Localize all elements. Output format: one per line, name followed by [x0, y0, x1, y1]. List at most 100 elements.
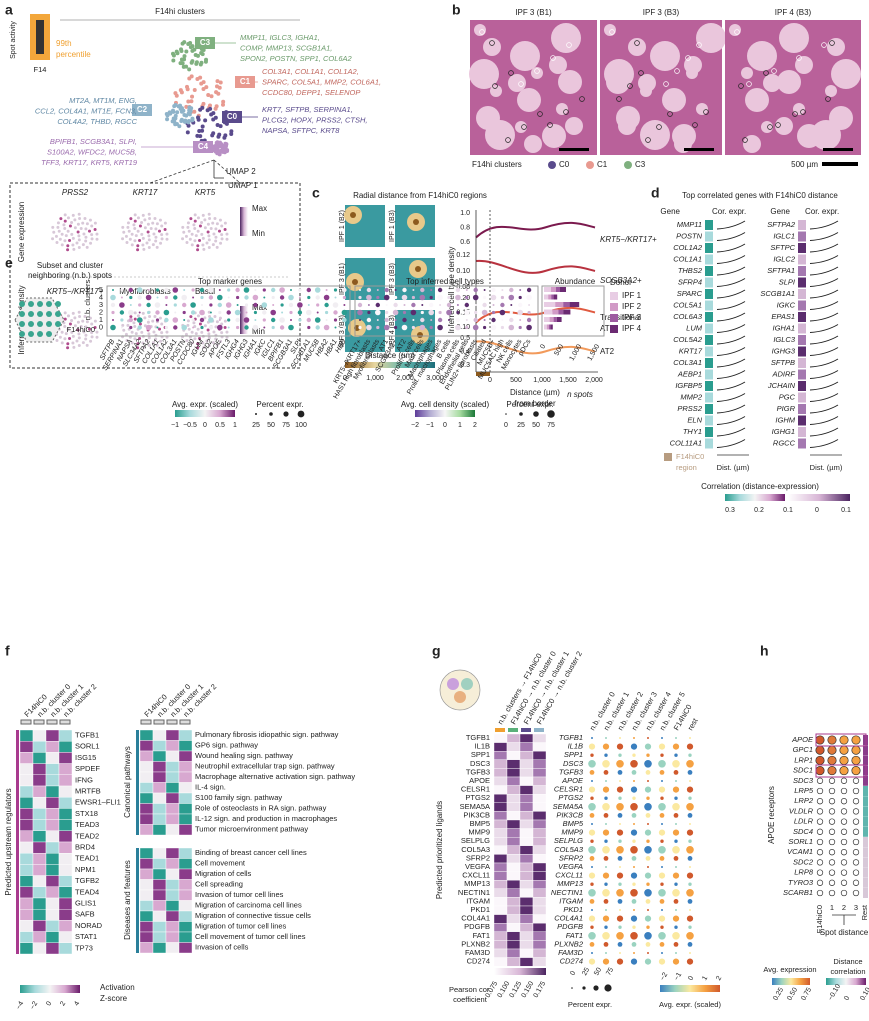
disease-cell [139, 858, 154, 870]
label: LRP2 [794, 796, 814, 805]
umap-point [215, 146, 220, 151]
colorbar [788, 494, 850, 501]
tissue-space [686, 67, 698, 79]
receptor-dot [851, 735, 861, 745]
umap-point [206, 230, 210, 234]
label: 0.4 [460, 348, 470, 355]
receptor-dot [840, 838, 848, 846]
umap-point [204, 85, 209, 90]
ligand-dot [673, 770, 679, 775]
marker-dot [156, 296, 159, 299]
ligand-cell [506, 819, 521, 829]
label: Transitional [600, 313, 641, 322]
expression-curve [809, 312, 839, 322]
label: Basal [195, 287, 215, 296]
ligand-cell [506, 776, 521, 786]
spot [46, 321, 52, 327]
abundance-bar [569, 302, 580, 307]
label: 0.10 [859, 987, 869, 1002]
ligand-dot [660, 925, 664, 929]
marker-dot [182, 310, 186, 315]
ligand-dot [588, 786, 596, 793]
umap-point [178, 61, 183, 66]
pathway-cell [165, 750, 180, 762]
gene-swatch [798, 220, 806, 230]
umap-point [133, 219, 137, 223]
marker-dot [244, 295, 249, 300]
label: 1 [701, 975, 709, 982]
correlation-cell [863, 796, 868, 807]
regulator-cell [58, 864, 73, 876]
umap-point [182, 54, 187, 59]
umap-point [136, 346, 140, 350]
ligand-cell [519, 914, 534, 924]
ligand-dot [590, 753, 594, 757]
spot [28, 331, 34, 337]
marker-dot [209, 311, 212, 314]
umap-point [126, 225, 130, 229]
umap-point [153, 216, 157, 220]
ligand-cell [519, 768, 534, 778]
ligand-dot [602, 803, 610, 811]
label: LRP8 [794, 868, 814, 877]
umap-point [201, 236, 205, 240]
ligand-cell [519, 819, 534, 829]
ligand-dot [659, 942, 665, 947]
spot [55, 321, 61, 327]
spot [667, 111, 673, 117]
label: IGHA1 [772, 323, 795, 332]
label: SLPI [779, 277, 795, 286]
label: EWSR1–FLI1 [75, 798, 121, 807]
regulator-cell [19, 797, 34, 809]
umap-point [207, 336, 211, 340]
ligand-dot [588, 915, 596, 922]
label: 2,000 [396, 375, 414, 382]
label: VEGFA [465, 862, 490, 871]
ligand-dot [689, 737, 691, 739]
ligand-dot [686, 932, 694, 940]
label: Radial distance from F14hiC0 regions [353, 191, 487, 200]
label: C0 [559, 160, 570, 169]
correlation-cell [863, 806, 868, 817]
label: PGC [779, 392, 796, 401]
umap-point [122, 328, 126, 332]
ligand-dot [686, 743, 694, 750]
legend-dot [297, 410, 305, 418]
ligand-dot [644, 932, 652, 940]
spot [674, 68, 680, 74]
expression-curve [716, 232, 746, 241]
cluster-tag [235, 76, 255, 88]
expression-curve [716, 278, 746, 287]
ligand-cell [519, 828, 534, 838]
gene-swatch [705, 323, 713, 334]
celltype-dot [499, 309, 506, 316]
expression-curve [716, 324, 746, 333]
pathway-cell [139, 824, 154, 836]
umap-point [83, 216, 87, 220]
ligand-dot [633, 737, 635, 739]
label: COMP, MMP13, SCGB1A1, [240, 43, 332, 52]
umap-point [130, 232, 134, 236]
umap-point [217, 229, 221, 233]
regulator-cell [45, 864, 60, 876]
ligand-dot [588, 889, 596, 897]
umap-point [184, 234, 188, 238]
regulator-cell [19, 729, 34, 742]
gene-swatch [798, 335, 806, 345]
expression-curve [809, 324, 839, 333]
spot [19, 311, 25, 317]
umap-point [201, 87, 206, 92]
icon [439, 669, 481, 711]
marker-dot [110, 324, 116, 331]
regulator-cell [32, 752, 47, 764]
pathway-cell [139, 761, 154, 773]
expression-curve [716, 335, 746, 345]
label: 50 [532, 422, 540, 429]
expression-curve [809, 381, 839, 391]
marker-dot [181, 294, 187, 301]
umap-point [190, 118, 195, 123]
ligand-cell [493, 768, 508, 778]
receptor-dot [816, 808, 824, 815]
marker-dot [252, 324, 259, 331]
ligand-dot [658, 958, 666, 965]
